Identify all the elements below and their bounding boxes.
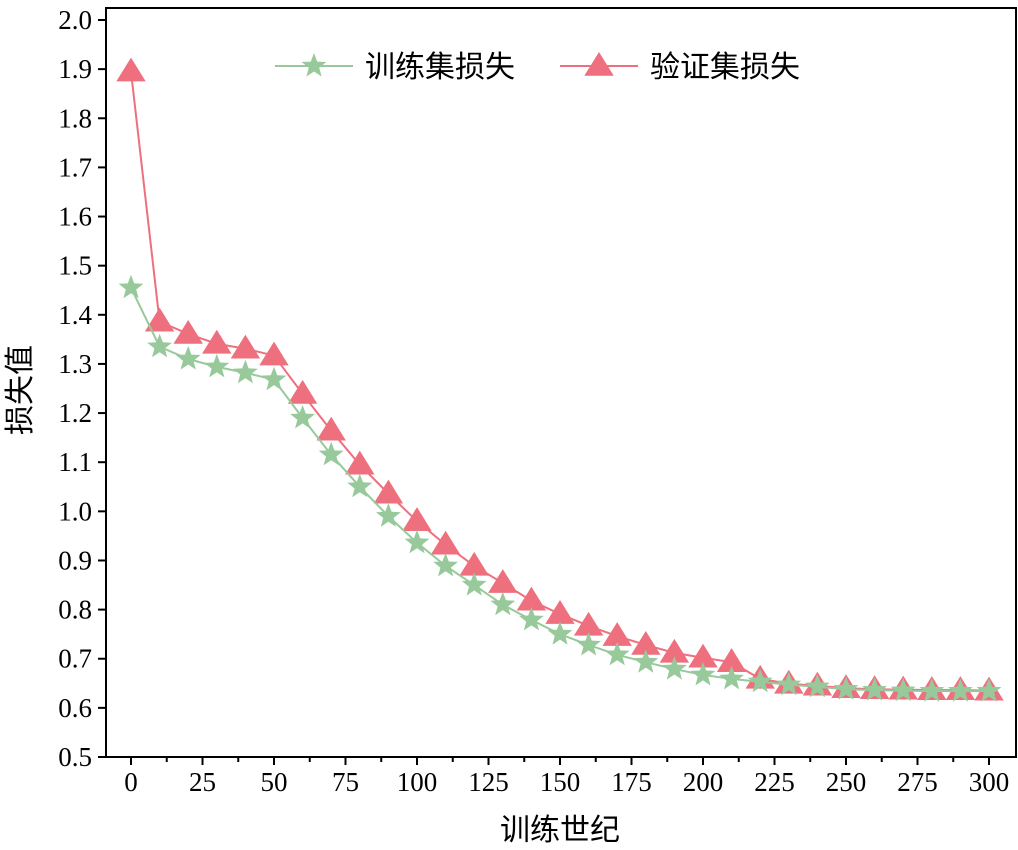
legend-label: 验证集损失 (650, 50, 800, 85)
data-point (488, 569, 518, 593)
data-point (461, 572, 487, 596)
y-axis-label: 损失值 (3, 345, 38, 435)
y-tick-label: 0.7 (58, 644, 92, 674)
y-tick-label: 0.6 (58, 693, 92, 723)
plot-frame (105, 7, 1017, 758)
x-tick-label: 275 (897, 767, 938, 797)
data-point (573, 611, 604, 636)
x-tick-label: 150 (540, 767, 581, 797)
legend-label: 训练集损失 (365, 50, 515, 85)
data-point (890, 677, 916, 702)
x-tick-label: 250 (826, 767, 867, 797)
data-point (144, 307, 175, 332)
x-tick-label: 25 (189, 767, 216, 797)
data-point (516, 586, 547, 611)
data-point (519, 606, 544, 631)
data-point (690, 661, 716, 686)
y-tick-label: 1.8 (58, 103, 92, 133)
x-tick-label: 75 (332, 767, 359, 797)
data-point (373, 479, 404, 504)
star-icon (301, 53, 327, 77)
data-point (490, 591, 516, 616)
series-train-loss (118, 274, 1002, 702)
data-point (919, 678, 945, 702)
legend-item: 验证集损失 (560, 50, 800, 85)
data-point (576, 632, 601, 656)
data-point (204, 353, 230, 378)
x-tick-label: 50 (261, 767, 288, 797)
data-point (547, 621, 573, 645)
x-tick-label: 225 (754, 767, 795, 797)
x-tick-label: 200 (683, 767, 724, 797)
y-tick-label: 1.1 (58, 447, 92, 477)
data-point (631, 630, 661, 655)
data-point (716, 648, 747, 672)
y-tick-label: 1.5 (58, 251, 92, 281)
data-point (347, 473, 373, 498)
data-point (259, 341, 289, 366)
data-point (175, 346, 201, 370)
data-point (287, 379, 318, 404)
y-tick-label: 1.7 (58, 152, 92, 182)
data-point (316, 416, 346, 441)
data-point (116, 57, 146, 82)
data-point (202, 329, 232, 354)
data-point (833, 676, 859, 700)
y-tick-label: 0.8 (58, 595, 92, 625)
y-tick-label: 2.0 (58, 5, 92, 35)
data-point (604, 641, 630, 666)
y-tick-label: 1.0 (58, 496, 92, 526)
y-tick-label: 0.9 (58, 545, 92, 575)
series-line (130, 71, 990, 692)
data-point (662, 656, 687, 680)
data-point (230, 334, 261, 359)
data-point (433, 552, 458, 577)
data-point (976, 678, 1002, 702)
data-point (261, 366, 287, 391)
legend: 训练集损失 验证集损失 (275, 50, 800, 85)
x-tick-label: 0 (124, 767, 138, 797)
data-point (719, 665, 744, 690)
data-point (233, 359, 258, 384)
data-point (404, 529, 430, 554)
data-point (402, 507, 432, 531)
data-point (633, 649, 659, 673)
data-point (862, 677, 887, 701)
data-point (118, 274, 144, 299)
y-tick-label: 1.3 (58, 349, 92, 379)
data-point (948, 678, 973, 702)
y-tick-label: 1.6 (58, 202, 92, 232)
data-point (688, 643, 718, 668)
data-point (147, 333, 172, 358)
triangle-icon (584, 52, 614, 76)
data-point (173, 319, 203, 344)
data-point (805, 673, 830, 698)
data-point (545, 600, 575, 624)
data-point (430, 530, 461, 555)
data-point (776, 671, 802, 696)
data-point (459, 551, 489, 576)
x-axis-label: 训练世纪 (500, 813, 620, 848)
x-tick-label: 125 (468, 767, 509, 797)
data-point (659, 638, 690, 663)
x-tick-label: 300 (969, 767, 1010, 797)
legend-item: 训练集损失 (275, 50, 515, 85)
y-tick-label: 1.4 (58, 300, 92, 330)
y-tick-label: 1.9 (58, 54, 92, 84)
data-point (602, 622, 632, 646)
data-point (318, 441, 344, 466)
x-tick-label: 175 (611, 767, 652, 797)
y-tick-label: 1.2 (58, 398, 92, 428)
data-point (345, 450, 375, 475)
data-point (376, 503, 401, 527)
x-tick-label: 100 (397, 767, 438, 797)
data-point (747, 668, 773, 693)
data-point (290, 405, 315, 429)
y-tick-label: 0.5 (58, 742, 92, 772)
